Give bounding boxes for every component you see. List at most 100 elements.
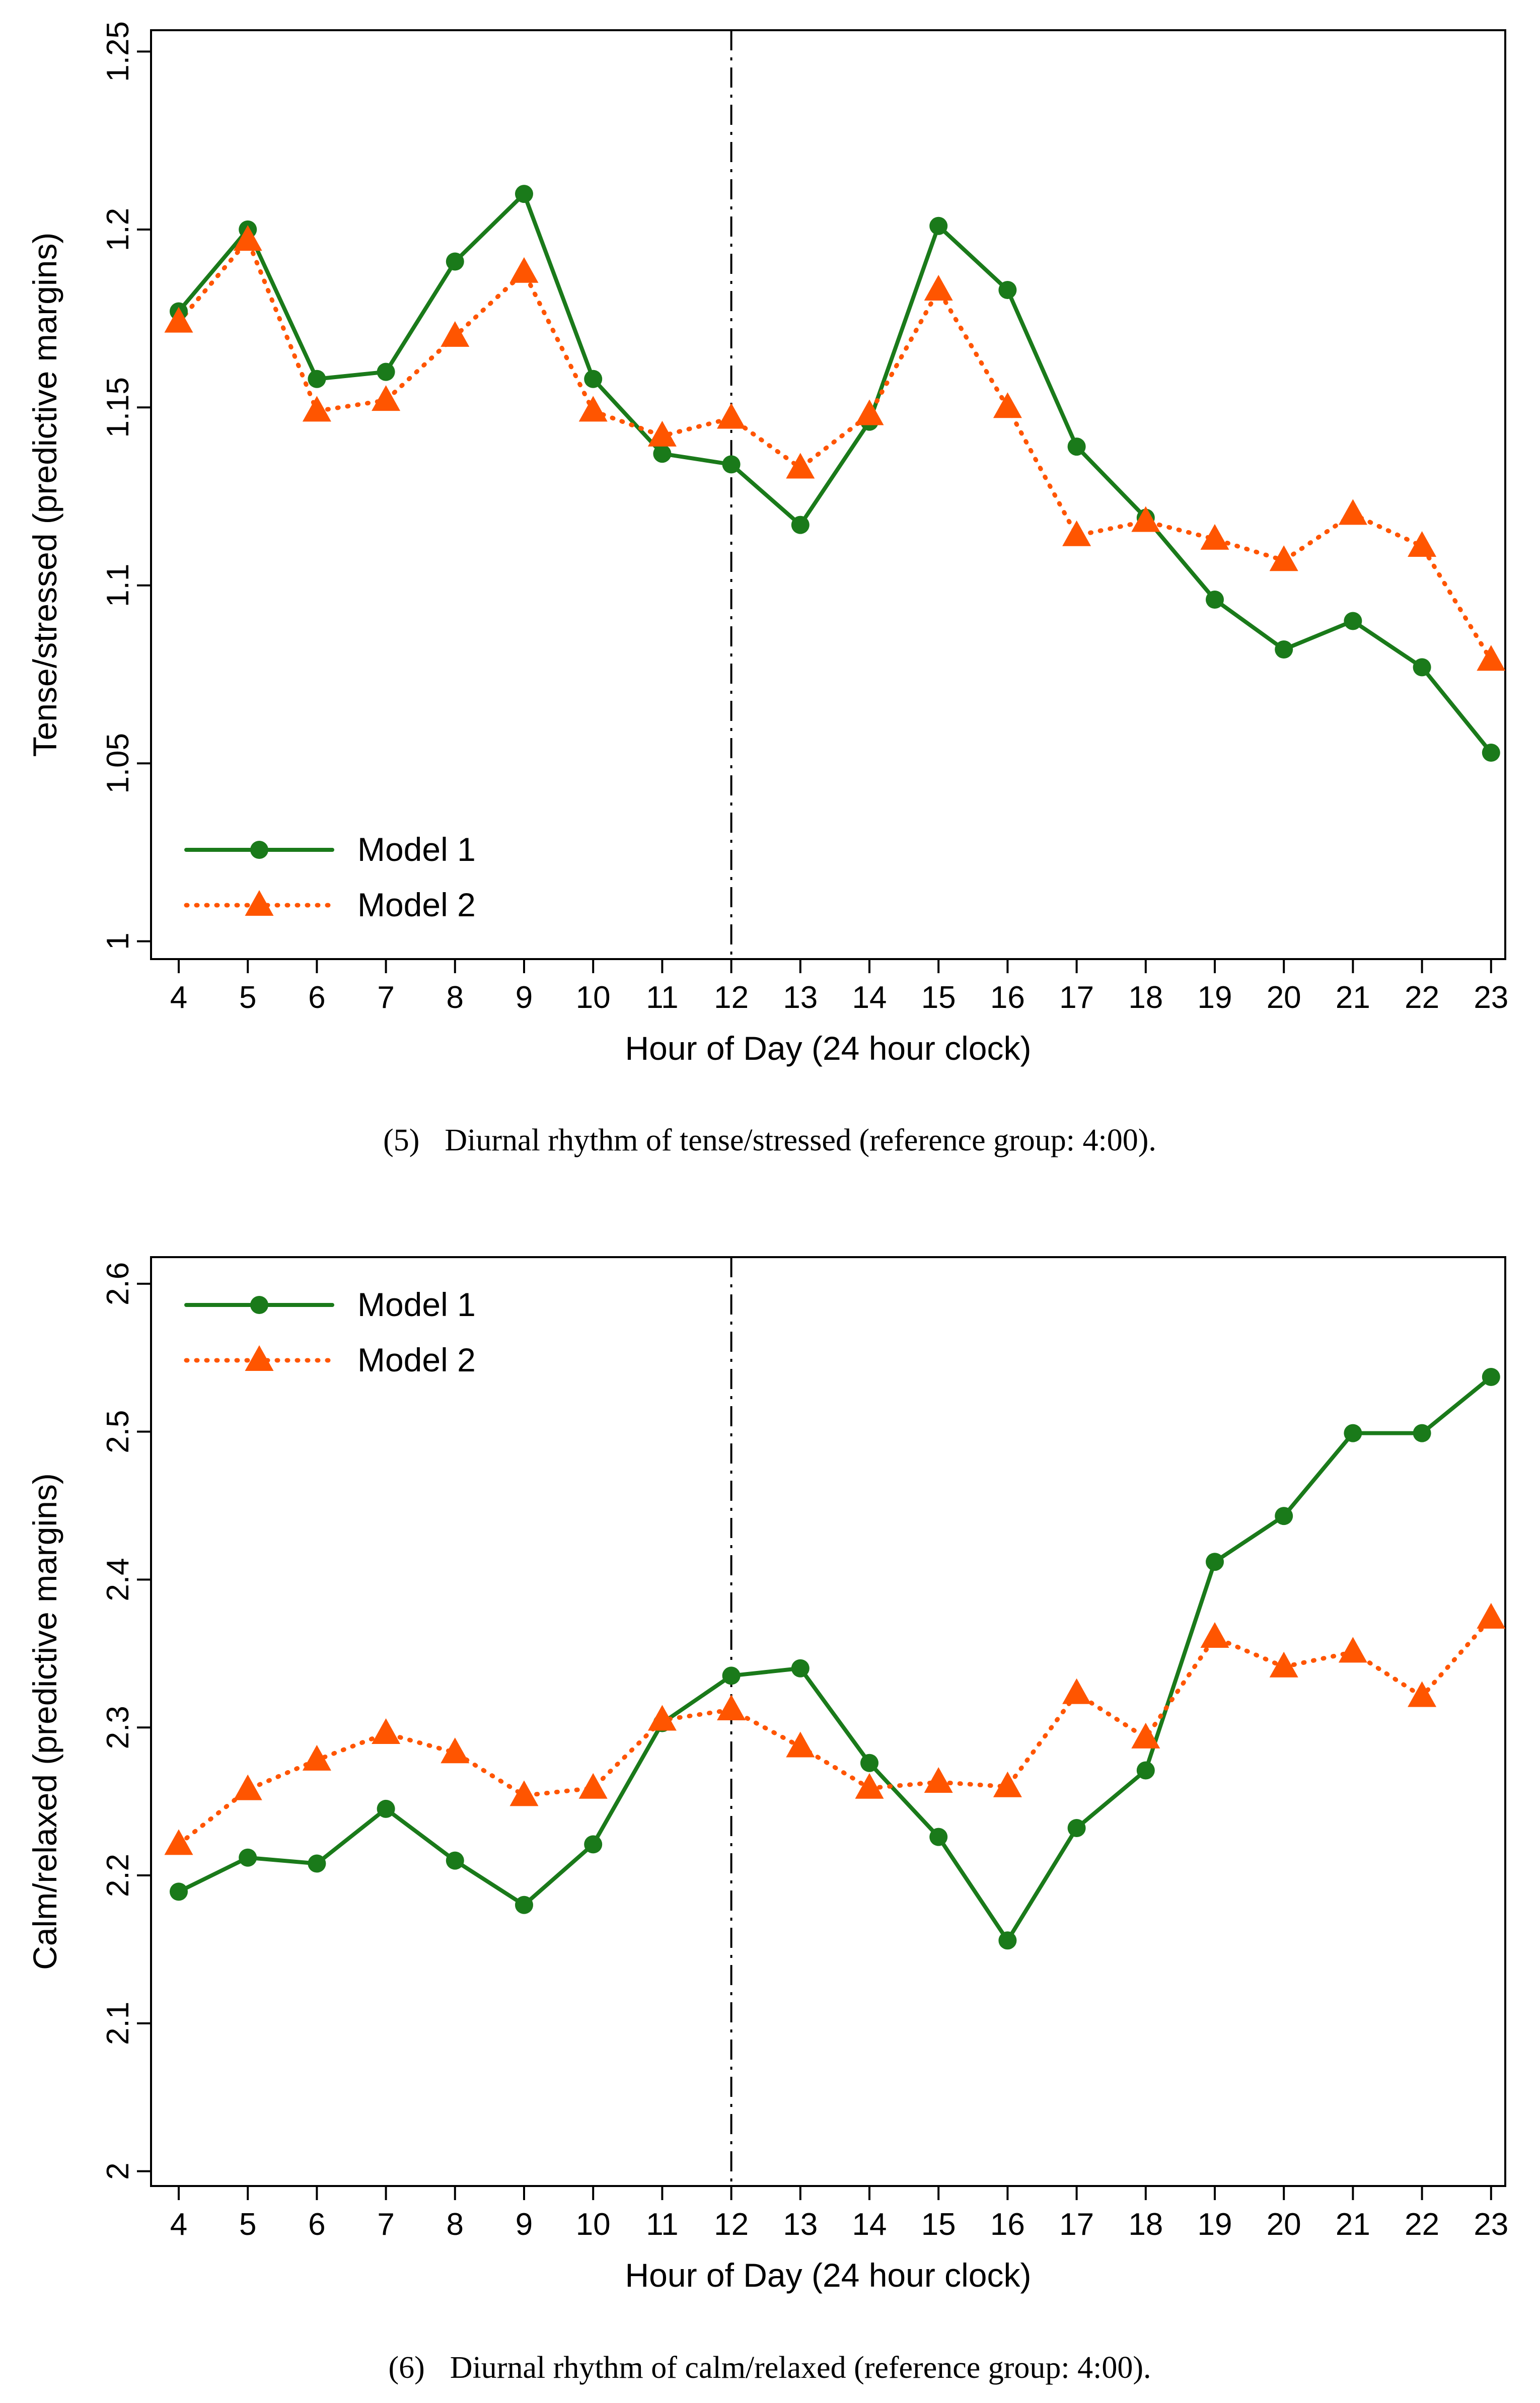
y-tick-label: 2.2 [101,1854,135,1897]
chart-panel-2: 2 2.1 2.2 2.3 2.4 2.5 2.6 4 5 6 7 8 9 10 11 12 13 14 15 16 1… [26,1256,1508,2385]
data-point-model-1 [1067,1819,1086,1838]
legend-marker-circle [250,841,268,859]
data-point-model-2 [1338,499,1367,525]
y-axis-title: Tense/stressed (predictive margins) [26,233,63,757]
data-point-model-1 [377,362,395,381]
data-point-model-2 [578,1773,608,1799]
x-tick-label: 14 [852,2207,887,2242]
data-point-model-1 [860,1754,878,1772]
legend-marker-triangle [245,1345,274,1371]
data-point-model-2 [855,399,884,425]
data-point-model-2 [1131,506,1160,532]
data-point-model-1 [584,1835,603,1854]
x-tick-label: 20 [1267,2207,1301,2242]
data-point-model-2 [509,257,539,283]
data-point-model-2 [233,1774,262,1800]
data-point-model-2 [924,275,953,301]
legend-label-2: Model 2 [357,1341,476,1378]
x-tick-label: 19 [1198,980,1232,1015]
x-tick-label: 17 [1059,980,1094,1015]
data-point-model-2 [647,420,677,447]
data-point-model-1 [308,1854,326,1873]
data-point-model-2 [1477,1603,1506,1629]
data-point-model-1 [515,185,533,203]
caption-text: Diurnal rhythm of tense/stressed (refere… [445,1123,1156,1157]
data-point-model-2 [302,1744,331,1771]
data-point-model-2 [372,385,401,411]
data-point-model-1 [791,516,810,534]
figure-caption: (5) Diurnal rhythm of tense/stressed (ref… [383,1123,1156,1157]
data-point-model-1 [170,1882,188,1901]
series-line-model-2 [176,238,1494,663]
data-point-model-1 [653,445,672,463]
data-point-model-1 [1344,612,1362,630]
x-tick-label: 20 [1267,980,1301,1015]
caption-panel-label: (5) [383,1123,419,1157]
data-point-model-2 [302,396,331,422]
data-point-model-1 [446,1851,464,1870]
data-point-model-1 [722,1666,741,1685]
data-point-model-1 [1067,438,1086,456]
data-point-model-1 [1206,591,1224,609]
data-point-model-1 [1482,744,1500,762]
x-tick-label: 15 [921,2207,956,2242]
x-tick-label: 11 [646,980,678,1015]
y-tick-label: 2.6 [101,1262,135,1305]
data-point-model-1 [1275,640,1293,659]
series-line-model-1 [177,1374,1493,1943]
legend-label-1: Model 1 [357,1286,476,1323]
data-point-model-1 [1344,1424,1362,1442]
x-tick-label: 22 [1405,980,1439,1015]
data-point-model-2 [509,1780,539,1806]
x-axis-title: Hour of Day (24 hour clock) [625,2256,1032,2294]
x-tick-label: 21 [1336,980,1370,1015]
legend-marker-circle [250,1296,268,1314]
caption-panel-label: (6) [389,2351,425,2385]
x-tick-label: 4 [170,2207,187,2242]
x-tick-label: 21 [1336,2207,1370,2242]
x-tick-label: 12 [714,980,749,1015]
caption-text: Diurnal rhythm of calm/relaxed (referenc… [450,2351,1151,2385]
x-tick-label: 18 [1128,980,1163,1015]
data-point-model-2 [441,1737,470,1764]
data-point-model-2 [1131,1722,1160,1749]
x-tick-label: 22 [1405,2207,1439,2242]
y-axis-title: Calm/relaxed (predictive margins) [26,1473,63,1970]
data-point-model-2 [372,1718,401,1744]
y-tick-label: 1.2 [101,208,135,251]
data-point-model-2 [993,1771,1022,1797]
data-point-model-2 [164,1829,193,1855]
data-point-model-2 [1408,531,1437,557]
data-point-model-2 [993,392,1022,418]
y-tick-label: 2.4 [101,1558,135,1601]
plot-frame [150,1256,1506,2187]
x-tick-label: 15 [921,980,956,1015]
data-point-model-2 [855,1773,884,1799]
data-point-model-2 [786,453,815,479]
x-tick-label: 6 [308,980,325,1015]
data-point-model-2 [1062,520,1091,546]
x-tick-label: 5 [239,980,256,1015]
x-tick-label: 19 [1198,2207,1232,2242]
x-tick-label: 23 [1474,2207,1508,2242]
y-tick-label: 2.3 [101,1706,135,1749]
data-point-model-2 [1269,1651,1298,1678]
x-tick-label: 11 [646,2207,678,2242]
data-point-model-2 [1062,1678,1091,1704]
x-axis-title: Hour of Day (24 hour clock) [625,1030,1032,1067]
legend-marker-triangle [245,890,274,916]
data-point-model-1 [998,281,1017,300]
x-tick-label: 9 [516,2207,533,2242]
x-tick-label: 16 [990,980,1025,1015]
x-tick-label: 8 [447,980,464,1015]
data-point-model-2 [1200,524,1229,550]
data-point-model-1 [515,1896,533,1914]
data-point-model-1 [998,1931,1017,1950]
data-point-model-1 [929,216,948,235]
data-point-model-1 [1136,1761,1155,1780]
plot-frame [150,29,1506,960]
data-point-model-2 [578,396,608,422]
data-point-model-1 [308,370,326,388]
data-point-model-1 [722,455,741,474]
